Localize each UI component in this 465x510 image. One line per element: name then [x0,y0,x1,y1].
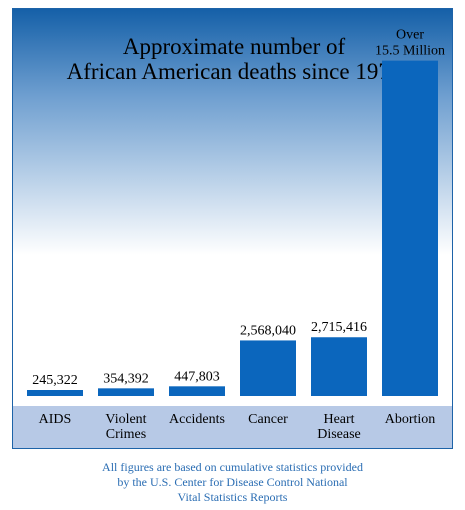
bar-5 [382,60,438,397]
category-label-1-1: Crimes [106,427,146,442]
category-label-4-1: Disease [317,427,361,442]
data-label-5-0: Over [396,28,424,43]
category-label-1-0: Violent [105,412,146,427]
category-label-2-0: Accidents [169,412,225,427]
category-label-4-0: Heart [323,412,354,427]
data-label-4-0: 2,715,416 [311,320,367,335]
footnote-line-3: Vital Statistics Reports [177,490,288,504]
chart-background [13,9,452,406]
chart-title-line-2: African American deaths since 1973 [67,59,402,84]
bar-0 [27,390,83,396]
bar-3 [240,340,296,396]
data-label-0-0: 245,322 [32,373,78,388]
bar-4 [311,337,367,396]
footnote-line-1: All figures are based on cumulative stat… [102,460,363,474]
category-label-3-0: Cancer [248,412,288,427]
data-label-5-1: 15.5 Million [375,44,445,59]
footnote: All figures are based on cumulative stat… [0,460,465,505]
bar-1 [98,388,154,396]
category-label-5-0: Abortion [385,412,436,427]
data-label-2-0: 447,803 [174,369,220,384]
chart-title-line-1: Approximate number of [123,34,346,59]
footnote-line-2: by the U.S. Center for Disease Control N… [117,475,348,489]
data-label-1-0: 354,392 [103,371,149,386]
category-label-0-0: AIDS [39,412,72,427]
data-label-3-0: 2,568,040 [240,323,296,338]
bar-2 [169,386,225,396]
category-band [13,406,452,448]
bar-chart: Approximate number of African American d… [13,9,452,448]
chart-frame: Approximate number of African American d… [12,8,453,449]
